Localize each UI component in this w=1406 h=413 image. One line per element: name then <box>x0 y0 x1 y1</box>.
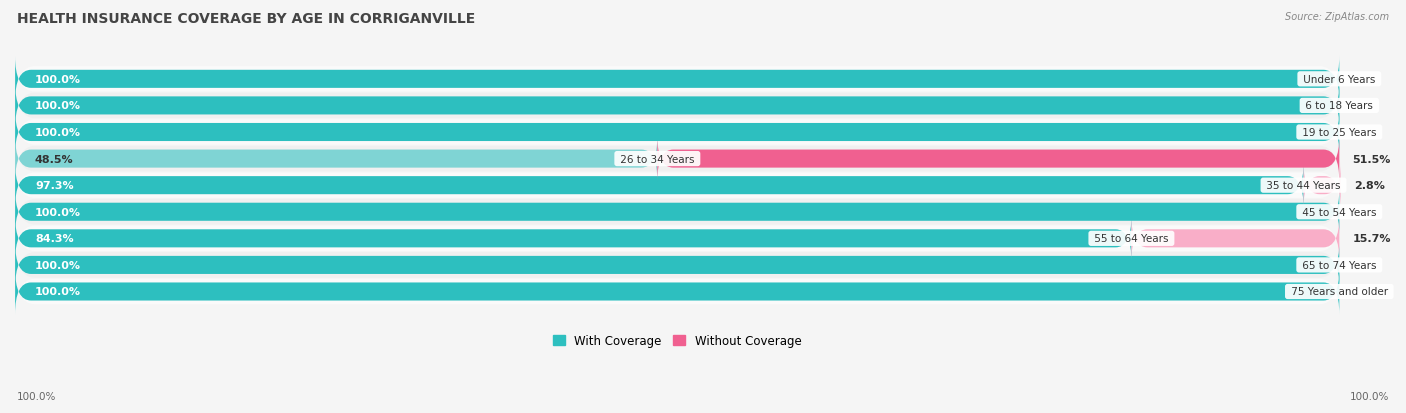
FancyBboxPatch shape <box>15 57 1340 102</box>
Text: 75 Years and older: 75 Years and older <box>1288 287 1391 297</box>
Text: 100.0%: 100.0% <box>1350 391 1389 401</box>
FancyBboxPatch shape <box>15 238 1340 292</box>
Text: 15.7%: 15.7% <box>1353 234 1391 244</box>
FancyBboxPatch shape <box>15 190 1340 235</box>
FancyBboxPatch shape <box>15 79 1340 133</box>
Text: 100.0%: 100.0% <box>17 391 56 401</box>
FancyBboxPatch shape <box>15 106 1340 160</box>
Text: 26 to 34 Years: 26 to 34 Years <box>617 154 697 164</box>
Text: 100.0%: 100.0% <box>35 75 82 85</box>
Text: 2.8%: 2.8% <box>1354 181 1385 191</box>
Legend: With Coverage, Without Coverage: With Coverage, Without Coverage <box>548 329 806 352</box>
FancyBboxPatch shape <box>15 216 1132 261</box>
Text: Under 6 Years: Under 6 Years <box>1301 75 1379 85</box>
Text: 100.0%: 100.0% <box>35 260 82 270</box>
Text: 84.3%: 84.3% <box>35 234 73 244</box>
Text: 55 to 64 Years: 55 to 64 Years <box>1091 234 1171 244</box>
FancyBboxPatch shape <box>15 132 1340 186</box>
Text: 19 to 25 Years: 19 to 25 Years <box>1299 128 1379 138</box>
FancyBboxPatch shape <box>15 110 1340 155</box>
Text: 51.5%: 51.5% <box>1353 154 1391 164</box>
Text: 65 to 74 Years: 65 to 74 Years <box>1299 260 1379 270</box>
Text: HEALTH INSURANCE COVERAGE BY AGE IN CORRIGANVILLE: HEALTH INSURANCE COVERAGE BY AGE IN CORR… <box>17 12 475 26</box>
Text: 45 to 54 Years: 45 to 54 Years <box>1299 207 1379 217</box>
FancyBboxPatch shape <box>1132 216 1340 261</box>
FancyBboxPatch shape <box>15 159 1340 213</box>
Text: 100.0%: 100.0% <box>35 207 82 217</box>
Text: 35 to 44 Years: 35 to 44 Years <box>1263 181 1344 191</box>
Text: 48.5%: 48.5% <box>35 154 73 164</box>
Text: 100.0%: 100.0% <box>35 101 82 111</box>
FancyBboxPatch shape <box>15 163 1303 209</box>
Text: 97.3%: 97.3% <box>35 181 73 191</box>
Text: 100.0%: 100.0% <box>35 287 82 297</box>
FancyBboxPatch shape <box>15 185 1340 239</box>
FancyBboxPatch shape <box>15 136 658 182</box>
FancyBboxPatch shape <box>15 212 1340 266</box>
FancyBboxPatch shape <box>1303 163 1341 209</box>
Text: 6 to 18 Years: 6 to 18 Years <box>1302 101 1376 111</box>
FancyBboxPatch shape <box>15 52 1340 107</box>
FancyBboxPatch shape <box>15 265 1340 319</box>
FancyBboxPatch shape <box>15 83 1340 129</box>
FancyBboxPatch shape <box>658 136 1340 182</box>
FancyBboxPatch shape <box>15 269 1340 315</box>
Text: 100.0%: 100.0% <box>35 128 82 138</box>
Text: Source: ZipAtlas.com: Source: ZipAtlas.com <box>1285 12 1389 22</box>
FancyBboxPatch shape <box>15 242 1340 288</box>
